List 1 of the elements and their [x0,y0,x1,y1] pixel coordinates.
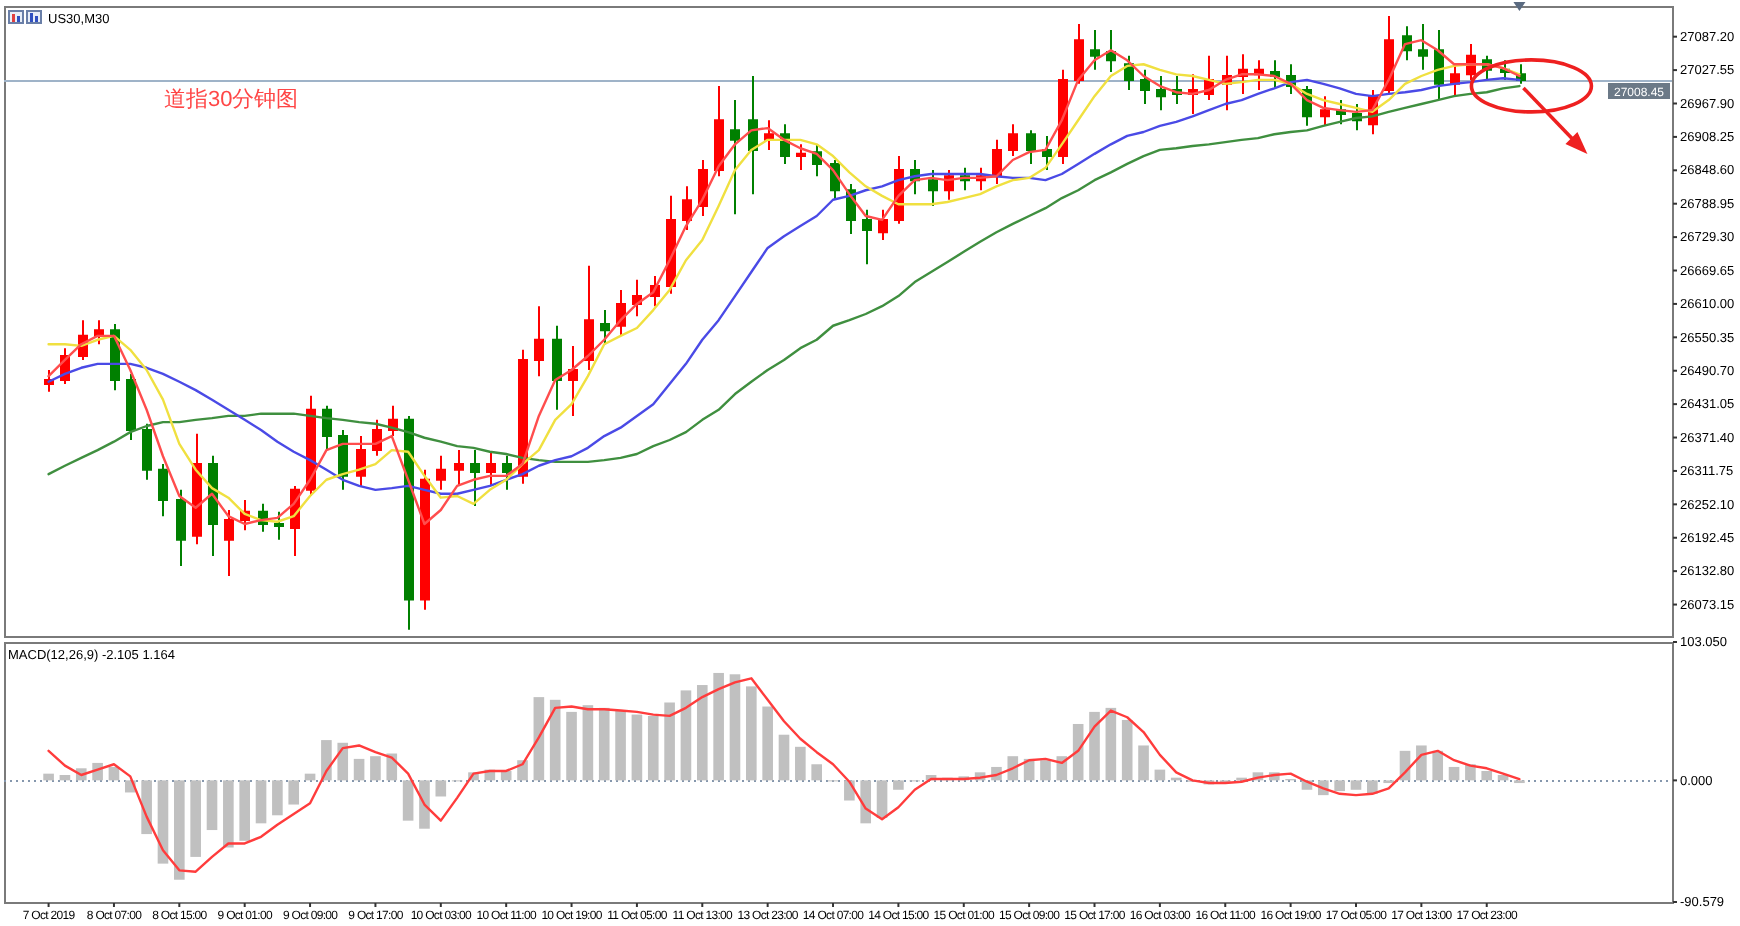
annotation: 道指30分钟图 [164,88,299,112]
